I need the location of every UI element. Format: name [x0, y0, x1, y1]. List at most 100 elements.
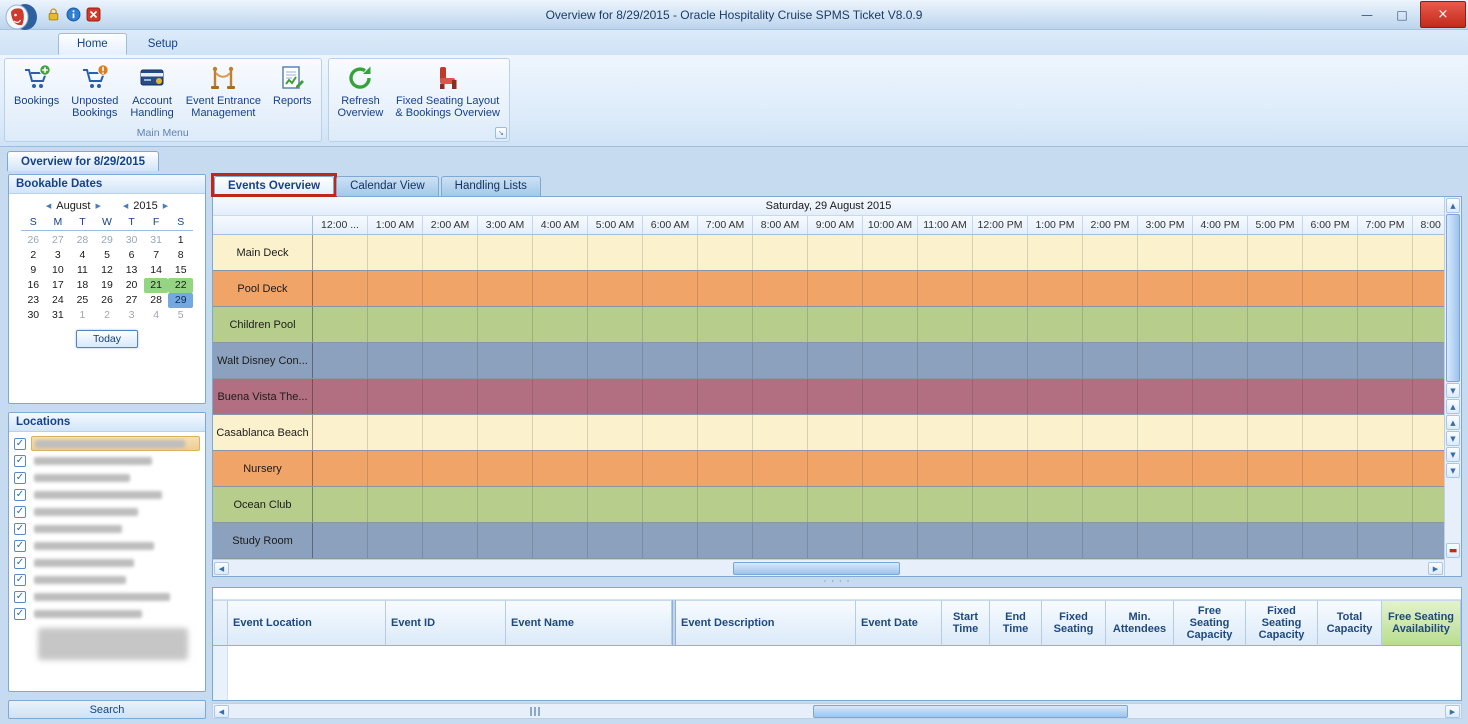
checkbox-checked-icon[interactable]: ✓: [14, 488, 26, 501]
info-icon[interactable]: [66, 7, 81, 22]
calendar-day[interactable]: 27: [125, 294, 138, 306]
timeline-row-grid[interactable]: [313, 307, 1444, 342]
ribbon-button-refresh-overview[interactable]: Refresh Overview: [332, 60, 390, 121]
ribbon-button-account-handling[interactable]: Account Handling: [124, 60, 179, 121]
checkbox-checked-icon[interactable]: ✓: [14, 505, 26, 518]
calendar-day[interactable]: 9: [30, 264, 37, 276]
calendar-day[interactable]: 1: [177, 234, 184, 246]
calendar-day[interactable]: 25: [76, 294, 89, 306]
column-header-free-seating-capacity[interactable]: Free Seating Capacity: [1174, 600, 1246, 646]
ribbon-tab-setup[interactable]: Setup: [147, 38, 178, 50]
column-header-total-capacity[interactable]: Total Capacity: [1318, 600, 1382, 646]
next-year-icon[interactable]: ▶: [162, 202, 169, 210]
timeline-row-grid[interactable]: [313, 523, 1444, 558]
column-header-fixed-seating[interactable]: Fixed Seating: [1042, 600, 1106, 646]
calendar-day[interactable]: 1: [79, 309, 86, 321]
location-item[interactable]: ✓: [11, 537, 203, 554]
column-header-free-seating-availability[interactable]: Free Seating Availability: [1382, 600, 1461, 646]
tab-events-overview[interactable]: Events Overview: [211, 173, 338, 197]
location-item[interactable]: ✓: [11, 469, 203, 486]
checkbox-checked-icon[interactable]: ✓: [14, 573, 26, 586]
calendar-day[interactable]: 26: [101, 294, 113, 306]
collapse-rows-icon[interactable]: ▬: [1446, 543, 1460, 558]
calendar-day[interactable]: 29: [101, 234, 113, 246]
calendar-day[interactable]: 22: [168, 278, 193, 293]
column-header-event-description[interactable]: Event Description: [676, 600, 856, 646]
location-item[interactable]: ✓: [11, 605, 203, 622]
prev-month-icon[interactable]: ◀: [45, 202, 52, 210]
timeline-row-grid[interactable]: [313, 343, 1444, 378]
scroll-up-icon[interactable]: ▲: [1446, 198, 1460, 213]
frozen-pane-divider[interactable]: [672, 600, 676, 646]
close-window-icon[interactable]: [86, 7, 101, 22]
rail-mini-down-icon[interactable]: ▼: [1446, 431, 1460, 446]
calendar-day[interactable]: 5: [104, 249, 110, 261]
location-item[interactable]: ✓: [11, 520, 203, 537]
rail-mini-down-icon[interactable]: ▼: [1446, 463, 1460, 478]
timeline-horizontal-scrollbar[interactable]: ◀ ▶: [213, 559, 1444, 576]
rail-mini-up-icon[interactable]: ▲: [1446, 399, 1460, 414]
calendar-day[interactable]: 30: [27, 309, 40, 321]
timeline-row-grid[interactable]: [313, 271, 1444, 306]
checkbox-checked-icon[interactable]: ✓: [14, 437, 26, 450]
column-header-fixed-seating-capacity[interactable]: Fixed Seating Capacity: [1246, 600, 1318, 646]
calendar-day[interactable]: 4: [153, 309, 160, 321]
bottom-horizontal-scrollbar[interactable]: ◀ ▶: [212, 703, 1462, 719]
tab-handling-lists[interactable]: Handling Lists: [440, 176, 541, 196]
calendar-day[interactable]: 8: [177, 249, 184, 261]
timeline-row-grid[interactable]: [313, 235, 1444, 270]
ribbon-tab-home[interactable]: Home: [58, 33, 127, 55]
calendar-day[interactable]: 28: [76, 234, 89, 246]
calendar-day[interactable]: 10: [52, 264, 64, 276]
calendar-day[interactable]: 31: [150, 234, 162, 246]
calendar-day[interactable]: 24: [52, 294, 64, 306]
calendar-day[interactable]: 26: [27, 234, 40, 246]
scroll-right-icon[interactable]: ▶: [1428, 561, 1443, 575]
scrollbar-thumb[interactable]: [732, 561, 901, 575]
calendar-day[interactable]: 27: [52, 234, 64, 246]
location-item[interactable]: ✓: [11, 503, 203, 520]
calendar-day[interactable]: 20: [125, 279, 138, 291]
dialog-launcher-icon[interactable]: ↘: [494, 127, 507, 139]
scrollbar-thumb[interactable]: [1446, 214, 1460, 382]
scroll-left-icon[interactable]: ◀: [214, 561, 229, 575]
timeline-vertical-scrollbar[interactable]: ▲ ▼ ▲ ▲ ▼ ▼ ▼ ▬: [1444, 197, 1461, 576]
calendar-day[interactable]: 28: [150, 294, 162, 306]
checkbox-checked-icon[interactable]: ✓: [14, 607, 26, 620]
column-header-event-date[interactable]: Event Date: [856, 600, 942, 646]
column-header-end-time[interactable]: End Time: [990, 600, 1042, 646]
scroll-left-icon[interactable]: ◀: [214, 704, 229, 718]
calendar-day[interactable]: 15: [174, 264, 187, 276]
calendar-day[interactable]: 16: [27, 279, 40, 291]
calendar-day[interactable]: 18: [76, 279, 89, 291]
calendar-day[interactable]: 30: [125, 234, 138, 246]
location-item[interactable]: ✓: [11, 452, 203, 469]
scrollbar-thumb[interactable]: [812, 704, 1129, 718]
ribbon-button-fixed-seating-layout-bookings-overview[interactable]: Fixed Seating Layout & Bookings Overview: [389, 60, 506, 121]
ribbon-button-bookings[interactable]: Bookings: [8, 60, 65, 109]
calendar-day[interactable]: 31: [52, 309, 64, 321]
document-tab-overview[interactable]: Overview for 8/29/2015: [7, 151, 160, 171]
calendar-day[interactable]: 21: [143, 278, 169, 293]
calendar-day[interactable]: 17: [52, 279, 64, 291]
search-button[interactable]: Search: [8, 700, 206, 719]
calendar-day[interactable]: 19: [101, 279, 113, 291]
timeline-row-grid[interactable]: [313, 451, 1444, 486]
today-button[interactable]: Today: [76, 330, 138, 348]
location-item[interactable]: ✓: [11, 435, 203, 452]
column-header-min-attendees[interactable]: Min. Attendees: [1106, 600, 1174, 646]
calendar-day[interactable]: 11: [76, 264, 88, 276]
lock-icon[interactable]: [46, 7, 61, 22]
calendar-day[interactable]: 23: [27, 294, 40, 306]
column-header-event-id[interactable]: Event ID: [386, 600, 506, 646]
location-item[interactable]: ✓: [11, 554, 203, 571]
calendar-day[interactable]: 6: [128, 249, 135, 261]
scrollbar-track[interactable]: [230, 704, 1444, 718]
calendar-day[interactable]: 2: [104, 309, 110, 321]
calendar-day[interactable]: 12: [101, 264, 113, 276]
scroll-right-icon[interactable]: ▶: [1445, 704, 1460, 718]
timeline-row-grid[interactable]: [313, 379, 1444, 414]
checkbox-checked-icon[interactable]: ✓: [14, 556, 26, 569]
scrollbar-track[interactable]: [230, 561, 1427, 575]
checkbox-checked-icon[interactable]: ✓: [14, 539, 26, 552]
